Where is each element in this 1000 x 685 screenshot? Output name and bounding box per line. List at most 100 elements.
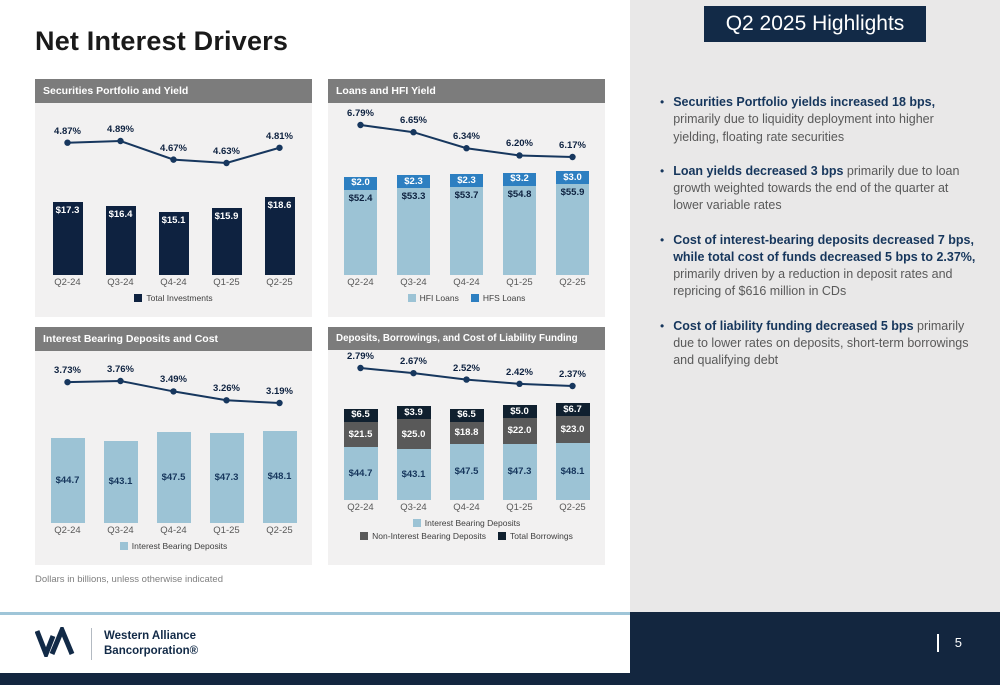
chart-panel-securities: Securities Portfolio and Yield $17.3 $16.… — [35, 79, 312, 317]
footer-right: 5 — [630, 612, 1000, 673]
bullet-regular-text: primarily due to lower rates on deposits… — [673, 318, 969, 368]
liability-funding-chart-plot: $44.7 $21.5 $6.5 $43.1 $25.0 $3.9 $47.5 $18.8 $6… — [334, 350, 599, 500]
legend-item: Total Borrowings — [498, 531, 573, 541]
bar-segment: $52.4 — [344, 189, 377, 275]
bar-segment: $53.3 — [397, 188, 430, 275]
yield-percent-label: 6.65% — [400, 115, 427, 127]
bar-segment: $25.0 — [396, 419, 431, 450]
bar-value-label: $48.1 — [267, 471, 292, 483]
line-point — [569, 382, 576, 390]
bar-segment: $15.1 — [158, 211, 189, 275]
bullet-dot-icon: • — [660, 95, 665, 109]
panel-title-securities: Securities Portfolio and Yield — [35, 79, 312, 103]
bar-segment: $55.9 — [556, 183, 589, 275]
deposits-x-axis-labels: Q2-24 Q3-24 Q4-24 Q1-25 Q2-25 — [41, 525, 306, 536]
bar-segment: $48.1 — [262, 431, 297, 523]
liability-funding-x-axis-labels: Q2-24 Q3-24 Q4-24 Q1-25 Q2-25 — [334, 502, 599, 513]
bar-segment: $3.2 — [503, 172, 536, 186]
yield-percent-label: 3.49% — [160, 374, 187, 386]
bar-value-label: $54.8 — [507, 188, 532, 200]
bar-value-label: $15.9 — [214, 211, 239, 223]
bullet-text: Securities Portfolio yields increased 18… — [673, 94, 976, 146]
x-axis-label: Q1-25 — [506, 502, 533, 513]
x-axis-label: Q4-24 — [160, 525, 187, 536]
bar-value-label: $43.1 — [108, 476, 133, 488]
bar-Q2-24: $44.7 — [50, 437, 85, 523]
bar-value-label: $18.8 — [454, 426, 479, 438]
bar-value-label: $2.3 — [457, 175, 476, 187]
bar-value-label: $2.3 — [404, 175, 423, 187]
footnote: Dollars in billions, unless otherwise in… — [35, 574, 223, 585]
bar-value-label: $16.4 — [108, 209, 133, 221]
x-axis-label: Q3-24 — [107, 525, 134, 536]
bar-segment: $54.8 — [503, 185, 536, 275]
legend-swatch-icon — [119, 542, 128, 550]
yield-percent-label: 3.26% — [213, 383, 240, 395]
highlight-bullet: • Cost of liability funding decreased 5 … — [660, 318, 976, 370]
highlights-sidebar: Q2 2025 Highlights • Securities Portfoli… — [630, 0, 1000, 612]
bar-Q2-24: $17.3 — [52, 202, 83, 275]
deposits-chart-plot: $44.7 $43.1 $47.5 $47.3 $48.1 3.73% 3.76% 3.49%… — [41, 351, 306, 523]
legend-swatch-icon — [412, 519, 421, 527]
bar-value-label: $53.7 — [454, 190, 479, 202]
yield-percent-label: 3.73% — [54, 365, 81, 377]
footer-left: Western Alliance Bancorporation® — [0, 612, 630, 673]
legend-item: HFS Loans — [470, 293, 525, 303]
x-axis-label: Q2-24 — [347, 277, 374, 288]
bullet-dot-icon: • — [660, 163, 665, 178]
bar-value-label: $23.0 — [560, 423, 585, 435]
line-point — [223, 397, 230, 404]
bar-segment: $5.0 — [502, 405, 537, 419]
line-point — [64, 139, 71, 146]
highlights-bullet-list: • Securities Portfolio yields increased … — [630, 94, 1000, 369]
chart-panel-liability-funding: Deposits, Borrowings, and Cost of Liabil… — [328, 327, 605, 565]
securities-x-axis-labels: Q2-24 Q3-24 Q4-24 Q1-25 Q2-25 — [41, 277, 306, 288]
legend-label: Interest Bearing Deposits — [424, 518, 521, 528]
bar-Q2-25: $48.1 $23.0 $6.7 — [555, 402, 590, 500]
highlight-bullet: • Securities Portfolio yields increased … — [660, 94, 976, 146]
chart-panel-deposits: Interest Bearing Deposits and Cost $44.7… — [35, 327, 312, 565]
bar-segment: $43.1 — [103, 440, 138, 523]
line-point — [117, 137, 124, 145]
bar-Q1-25: $47.3 — [209, 432, 244, 523]
x-axis-label: Q2-25 — [559, 277, 586, 288]
bar-value-label: $55.9 — [560, 186, 585, 198]
bullet-regular-text: primarily due to liquidity deployment in… — [673, 112, 934, 144]
x-axis-label: Q1-25 — [213, 277, 240, 288]
panel-title-loans: Loans and HFI Yield — [328, 79, 605, 103]
bar-Q2-24: $52.4 $2.0 — [344, 176, 377, 275]
bottom-stripe — [0, 673, 1000, 685]
bar-segment: $17.3 — [52, 202, 83, 275]
bar-value-label: $3.9 — [404, 407, 423, 419]
legend-label: Total Borrowings — [510, 531, 573, 541]
bar-Q4-24: $53.7 $2.3 — [450, 174, 483, 275]
line-point — [410, 369, 417, 377]
bar-value-label: $22.0 — [507, 425, 532, 437]
x-axis-label: Q2-24 — [347, 502, 374, 513]
yield-percent-label: 6.20% — [506, 138, 533, 150]
yield-percent-label: 3.19% — [266, 386, 293, 397]
line-point — [410, 129, 417, 136]
bar-Q4-24: $47.5 — [156, 432, 191, 523]
bar-value-label: $53.3 — [401, 191, 426, 203]
liability-funding-legend: Interest Bearing Deposits Non-Interest Be… — [352, 518, 582, 541]
bar-segment: $6.5 — [343, 408, 378, 422]
yield-percent-label: 4.81% — [266, 130, 293, 142]
wa-logo-icon — [34, 623, 79, 662]
line-point — [170, 156, 177, 163]
line-point — [463, 145, 470, 152]
bar-segment: $47.5 — [156, 432, 191, 523]
x-axis-label: Q2-25 — [266, 525, 293, 536]
yield-percent-label: 6.34% — [453, 131, 480, 143]
bar-value-label: $17.3 — [55, 205, 80, 217]
yield-percent-label: 4.87% — [54, 125, 81, 137]
bar-Q4-24: $15.1 — [158, 211, 189, 275]
bar-segment: $2.0 — [344, 176, 377, 190]
bar-Q3-24: $43.1 $25.0 $3.9 — [396, 406, 431, 500]
bar-Q1-25: $47.3 $22.0 $5.0 — [502, 405, 537, 500]
line-point — [276, 399, 283, 407]
yield-percent-label: 6.17% — [559, 140, 586, 151]
bar-value-label: $21.5 — [348, 428, 373, 440]
line-point — [569, 153, 576, 161]
highlight-bullet: • Cost of interest-bearing deposits decr… — [660, 232, 976, 301]
